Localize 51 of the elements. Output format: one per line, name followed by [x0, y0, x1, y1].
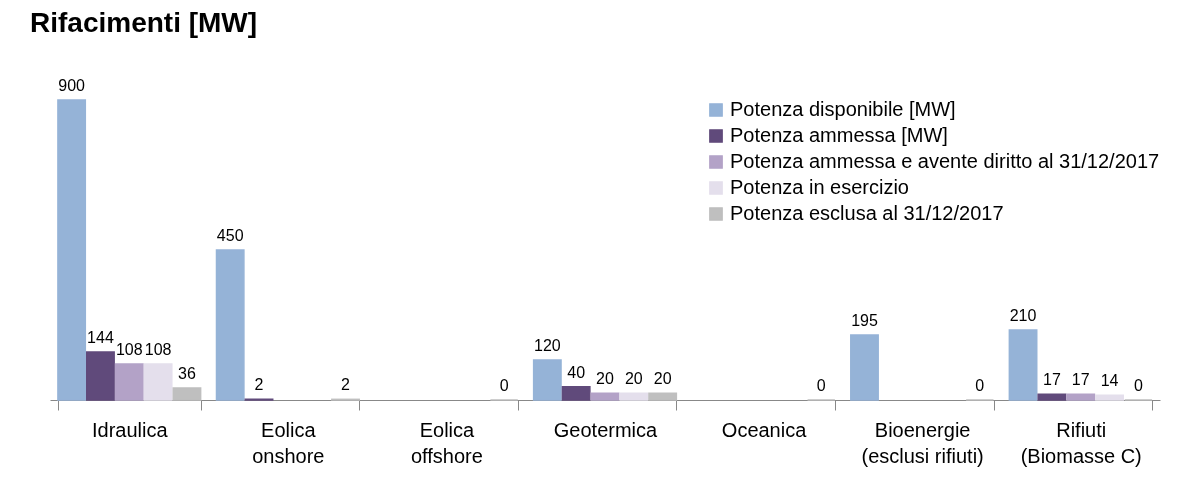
data-label: 900: [58, 77, 86, 94]
data-label: 144: [87, 329, 114, 346]
data-label: 108: [115, 341, 143, 358]
data-label: 210: [1009, 307, 1037, 324]
x-tick-label: Eolica onshore: [252, 418, 325, 467]
data-label: 20: [653, 370, 672, 388]
data-label: 0: [816, 377, 826, 394]
bar: [850, 334, 879, 401]
bar: [1095, 394, 1124, 401]
data-label: 0: [499, 377, 509, 394]
legend-label: Potenza disponibile [MW]: [730, 98, 956, 120]
x-tick-label: Geotermica: [553, 418, 659, 441]
bar: [648, 392, 678, 401]
bar: [561, 385, 591, 401]
bar: [215, 249, 245, 401]
data-label: 2: [341, 376, 351, 394]
bar: [590, 392, 620, 401]
x-tick-label: Bioenergie (esclusi rifiuti): [861, 418, 984, 467]
legend-label: Potenza ammessa [MW]: [730, 124, 948, 146]
legend-label: Potenza ammessa e avente diritto al 31/12/2017: [730, 150, 1160, 172]
x-tick-label: Idraulica: [91, 418, 169, 441]
chart-title: Rifacimenti [MW]: [30, 7, 258, 38]
legend-label: Potenza in esercizio: [730, 176, 909, 198]
bar: [143, 363, 173, 401]
data-label: 108: [144, 341, 172, 358]
bar: [1037, 393, 1067, 401]
data-label: 120: [533, 337, 561, 354]
bar: [172, 387, 202, 401]
bar: [532, 359, 562, 401]
data-label: 195: [851, 312, 878, 329]
bar: [619, 392, 649, 401]
data-label: 36: [178, 365, 196, 382]
data-label: 17: [1071, 371, 1090, 389]
x-tick-label: Eolica offshore: [410, 418, 483, 467]
bar: [86, 351, 115, 401]
data-label: 0: [1133, 377, 1143, 394]
data-label: 450: [216, 227, 244, 244]
data-label: 20: [624, 370, 643, 388]
bar: [1066, 393, 1096, 401]
legend-label: Potenza esclusa al 31/12/2017: [730, 202, 1004, 224]
data-label: 40: [567, 363, 586, 381]
x-tick-label: Rifiuti (Biomasse C): [1020, 418, 1142, 467]
bar: [114, 363, 144, 401]
bar: [57, 99, 87, 401]
data-label: 17: [1042, 371, 1061, 389]
data-label: 14: [1100, 372, 1119, 390]
data-label: 20: [596, 370, 614, 388]
data-label: 2: [254, 376, 264, 394]
bar: [1008, 329, 1038, 401]
x-tick-label: Oceanica: [721, 418, 808, 441]
data-label: 0: [975, 377, 985, 394]
